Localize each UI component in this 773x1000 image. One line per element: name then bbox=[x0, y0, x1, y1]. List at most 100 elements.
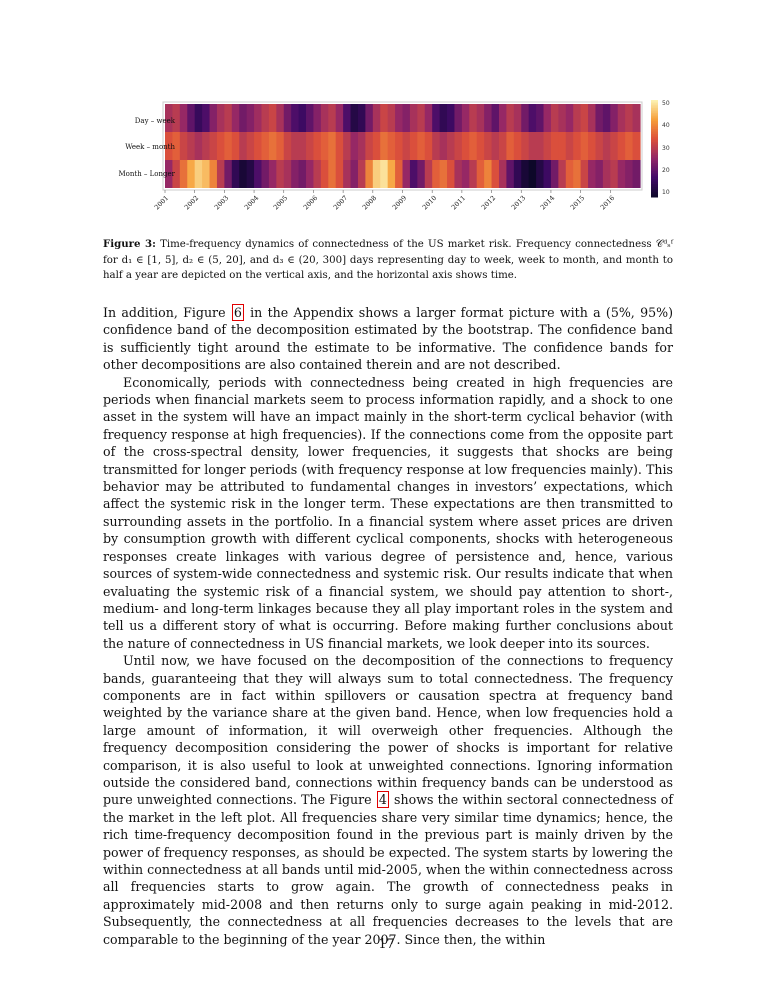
colorbar-tick-label: 10 bbox=[662, 188, 670, 196]
heatmap-cell bbox=[484, 132, 493, 160]
heatmap-cell bbox=[172, 132, 181, 160]
heatmap-cell bbox=[595, 104, 604, 132]
heatmap-cell bbox=[395, 160, 404, 188]
colorbar-segment bbox=[651, 132, 658, 135]
heatmap-cell bbox=[454, 160, 463, 188]
colorbar-segment bbox=[651, 109, 658, 112]
heatmap-cell bbox=[350, 160, 359, 188]
heatmap-cell bbox=[610, 132, 619, 160]
heatmap-cell bbox=[536, 160, 545, 188]
heatmap-cell bbox=[528, 132, 537, 160]
heatmap-cell bbox=[476, 132, 485, 160]
heatmap-cell bbox=[239, 104, 248, 132]
heatmap-cell bbox=[187, 160, 196, 188]
heatmap-cell bbox=[439, 104, 448, 132]
heatmap-cell bbox=[320, 160, 329, 188]
heatmap-cell bbox=[254, 132, 263, 160]
heatmap-cell bbox=[469, 104, 478, 132]
paragraph-1: In addition, Figure 6 in the Appendix sh… bbox=[103, 304, 673, 374]
heatmap-cell bbox=[424, 132, 433, 160]
heatmap-cell bbox=[209, 160, 218, 188]
heatmap-cell bbox=[484, 160, 493, 188]
heatmap-cell bbox=[513, 104, 522, 132]
colorbar-segment bbox=[651, 151, 658, 154]
colorbar-segment bbox=[651, 148, 658, 151]
heatmap-cell bbox=[261, 132, 270, 160]
heatmap-cell bbox=[306, 160, 315, 188]
heatmap-cell bbox=[625, 132, 634, 160]
colorbar-segment bbox=[651, 114, 658, 117]
heatmap-cell bbox=[224, 132, 233, 160]
colorbar-segment bbox=[651, 142, 658, 145]
heatmap-cell bbox=[506, 160, 515, 188]
heatmap-cell bbox=[209, 132, 218, 160]
heatmap-cell bbox=[261, 104, 270, 132]
heatmap-cell bbox=[291, 132, 300, 160]
heatmap-cell bbox=[454, 132, 463, 160]
colorbar-segment bbox=[651, 143, 658, 146]
heatmap-cell bbox=[194, 132, 203, 160]
heatmap-cell bbox=[254, 160, 263, 188]
heatmap-cell bbox=[550, 160, 559, 188]
heatmap-cell bbox=[231, 132, 240, 160]
heatmap-cell bbox=[432, 132, 441, 160]
heatmap-cell bbox=[632, 160, 641, 188]
heatmap-cell bbox=[550, 104, 559, 132]
colorbar-segment bbox=[651, 167, 658, 171]
colorbar-segment bbox=[651, 117, 658, 120]
heatmap-cell bbox=[573, 160, 582, 188]
heatmap-cell bbox=[543, 104, 552, 132]
heatmap-cell bbox=[565, 160, 574, 188]
heatmap-cell bbox=[558, 132, 567, 160]
heatmap-cell bbox=[461, 104, 470, 132]
heatmap-cell bbox=[231, 160, 240, 188]
colorbar-tick-label: 30 bbox=[662, 144, 670, 152]
heatmap-cell bbox=[469, 132, 478, 160]
heatmap-cell bbox=[461, 132, 470, 160]
heatmap-cell bbox=[447, 132, 456, 160]
colorbar-tick-label: 50 bbox=[662, 100, 670, 108]
heatmap-cell bbox=[573, 132, 582, 160]
heatmap-cell bbox=[365, 104, 374, 132]
heatmap-cell bbox=[350, 132, 359, 160]
heatmap-cell bbox=[187, 104, 196, 132]
heatmap-cell bbox=[580, 104, 589, 132]
colorbar-segment bbox=[651, 124, 658, 127]
colorbar-segment bbox=[651, 127, 658, 130]
heatmap-cell bbox=[498, 132, 508, 160]
paragraph-3-text-a: Until now, we have focused on the decomp… bbox=[103, 653, 673, 808]
heatmap-cell bbox=[417, 104, 426, 132]
colorbar-segment bbox=[651, 172, 658, 175]
heatmap-cell bbox=[298, 104, 307, 132]
figure-4-link[interactable]: 4 bbox=[376, 791, 389, 809]
heatmap-cell bbox=[402, 160, 411, 188]
heatmap-cell bbox=[231, 104, 240, 132]
heatmap-cell bbox=[387, 132, 396, 160]
heatmap-cell bbox=[291, 160, 300, 188]
colorbar-segment bbox=[651, 192, 658, 195]
heatmap-cell bbox=[313, 160, 322, 188]
colorbar-segment bbox=[651, 121, 658, 124]
heatmap-cell bbox=[357, 132, 366, 160]
figure-6-link[interactable]: 6 bbox=[231, 304, 244, 321]
heatmap-cell bbox=[179, 104, 188, 132]
heatmap-cell bbox=[454, 104, 463, 132]
heatmap-cell bbox=[202, 104, 211, 132]
heatmap-cell bbox=[565, 104, 574, 132]
heatmap-cell bbox=[558, 104, 567, 132]
colorbar-segment bbox=[651, 101, 658, 104]
heatmap-cell bbox=[387, 104, 396, 132]
colorbar-segment bbox=[651, 135, 658, 138]
heatmap-cell bbox=[313, 104, 322, 132]
heatmap-cell bbox=[194, 160, 203, 188]
heatmap-cell bbox=[528, 104, 537, 132]
heatmap-cell bbox=[291, 104, 300, 132]
heatmap-cell bbox=[595, 132, 604, 160]
heatmap-cell bbox=[617, 160, 626, 188]
colorbar-segment bbox=[651, 179, 658, 182]
heatmap-cell bbox=[216, 104, 225, 132]
heatmap-cell bbox=[491, 160, 500, 188]
heatmap-cell bbox=[602, 104, 611, 132]
heatmap-cell bbox=[461, 160, 470, 188]
heatmap-cell bbox=[498, 160, 508, 188]
